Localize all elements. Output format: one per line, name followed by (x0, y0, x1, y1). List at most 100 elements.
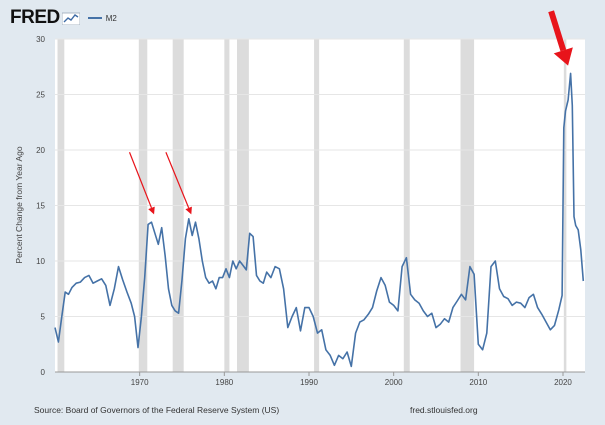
data-point (512, 305, 513, 306)
data-point (533, 294, 534, 295)
data-point (185, 238, 186, 239)
data-point (562, 295, 563, 296)
data-point (482, 349, 483, 350)
data-point (97, 280, 98, 281)
data-point (144, 277, 145, 278)
x-tick-label: 1970 (131, 378, 149, 387)
data-point (325, 349, 326, 350)
data-point (440, 324, 441, 325)
data-point (54, 327, 55, 328)
data-point (71, 287, 72, 288)
data-point (101, 278, 102, 279)
data-point (351, 366, 352, 367)
data-point (580, 249, 581, 250)
data-point (495, 260, 496, 261)
data-point (550, 329, 551, 330)
annotation-arrows (128, 10, 573, 215)
data-point (457, 300, 458, 301)
data-point (212, 280, 213, 281)
data-point (296, 307, 297, 308)
data-point (198, 238, 199, 239)
series-layer (54, 72, 585, 368)
data-point (141, 316, 142, 317)
data-point (575, 225, 576, 226)
data-point (259, 280, 260, 281)
data-point (219, 277, 220, 278)
data-point (239, 260, 240, 261)
data-point (567, 99, 568, 100)
data-point (380, 277, 381, 278)
data-point (317, 333, 318, 334)
data-point (229, 277, 230, 278)
data-point (61, 316, 62, 317)
series-line-m2[interactable] (54, 72, 585, 368)
big-arrow-shaft (548, 10, 567, 52)
data-point (346, 351, 347, 352)
legend-swatch-m2 (87, 17, 102, 19)
data-point (65, 291, 66, 292)
arrow-shaft (128, 151, 153, 209)
legend[interactable]: M2 (87, 14, 117, 23)
data-point (507, 298, 508, 299)
data-point (406, 257, 407, 258)
data-point (486, 333, 487, 334)
data-point (524, 307, 525, 308)
data-point (215, 288, 216, 289)
data-point (118, 266, 119, 267)
source-url-link[interactable]: fred.stlouisfed.org (410, 405, 478, 415)
x-tick-label: 2000 (385, 378, 403, 387)
data-point (423, 310, 424, 311)
data-point (114, 288, 115, 289)
data-point (313, 316, 314, 317)
data-point (321, 329, 322, 330)
data-point (222, 277, 223, 278)
data-point (279, 268, 280, 269)
data-point (225, 268, 226, 269)
y-axis-label: Percent Change from Year Ago (14, 146, 24, 263)
data-point (181, 279, 182, 280)
data-point (541, 314, 542, 315)
x-tick-label: 2010 (469, 378, 487, 387)
data-point (58, 341, 59, 342)
data-point (158, 244, 159, 245)
data-point (478, 344, 479, 345)
grid-lines (55, 38, 585, 317)
data-point (270, 277, 271, 278)
y-tick-label: 5 (41, 313, 46, 322)
data-point (109, 305, 110, 306)
fred-logo[interactable]: FRED (10, 7, 60, 28)
data-point (236, 268, 237, 269)
data-point (287, 327, 288, 328)
data-point (389, 301, 390, 302)
data-point (171, 305, 172, 306)
y-tick-label: 15 (36, 202, 45, 211)
data-point (516, 301, 517, 302)
data-point (291, 316, 292, 317)
data-point (469, 266, 470, 267)
data-point (452, 307, 453, 308)
data-point (84, 277, 85, 278)
data-point (461, 294, 462, 295)
data-point (368, 314, 369, 315)
data-point (137, 347, 138, 348)
axis-ticks: 0 5 10 15 20 25 30 1970 1980 1990 2000 2010 2020 (36, 35, 585, 387)
data-point (256, 275, 257, 276)
data-point (253, 236, 254, 237)
data-point (376, 290, 377, 291)
data-point (359, 321, 360, 322)
data-point (208, 283, 209, 284)
y-tick-label: 20 (36, 146, 45, 155)
data-point (397, 310, 398, 311)
data-point (304, 307, 305, 308)
data-point (473, 274, 474, 275)
data-point (435, 327, 436, 328)
data-point (427, 316, 428, 317)
data-point (342, 358, 343, 359)
data-point (570, 73, 571, 74)
data-point (126, 291, 127, 292)
data-point (338, 355, 339, 356)
data-point (232, 260, 233, 261)
data-point (490, 266, 491, 267)
data-point (393, 305, 394, 306)
